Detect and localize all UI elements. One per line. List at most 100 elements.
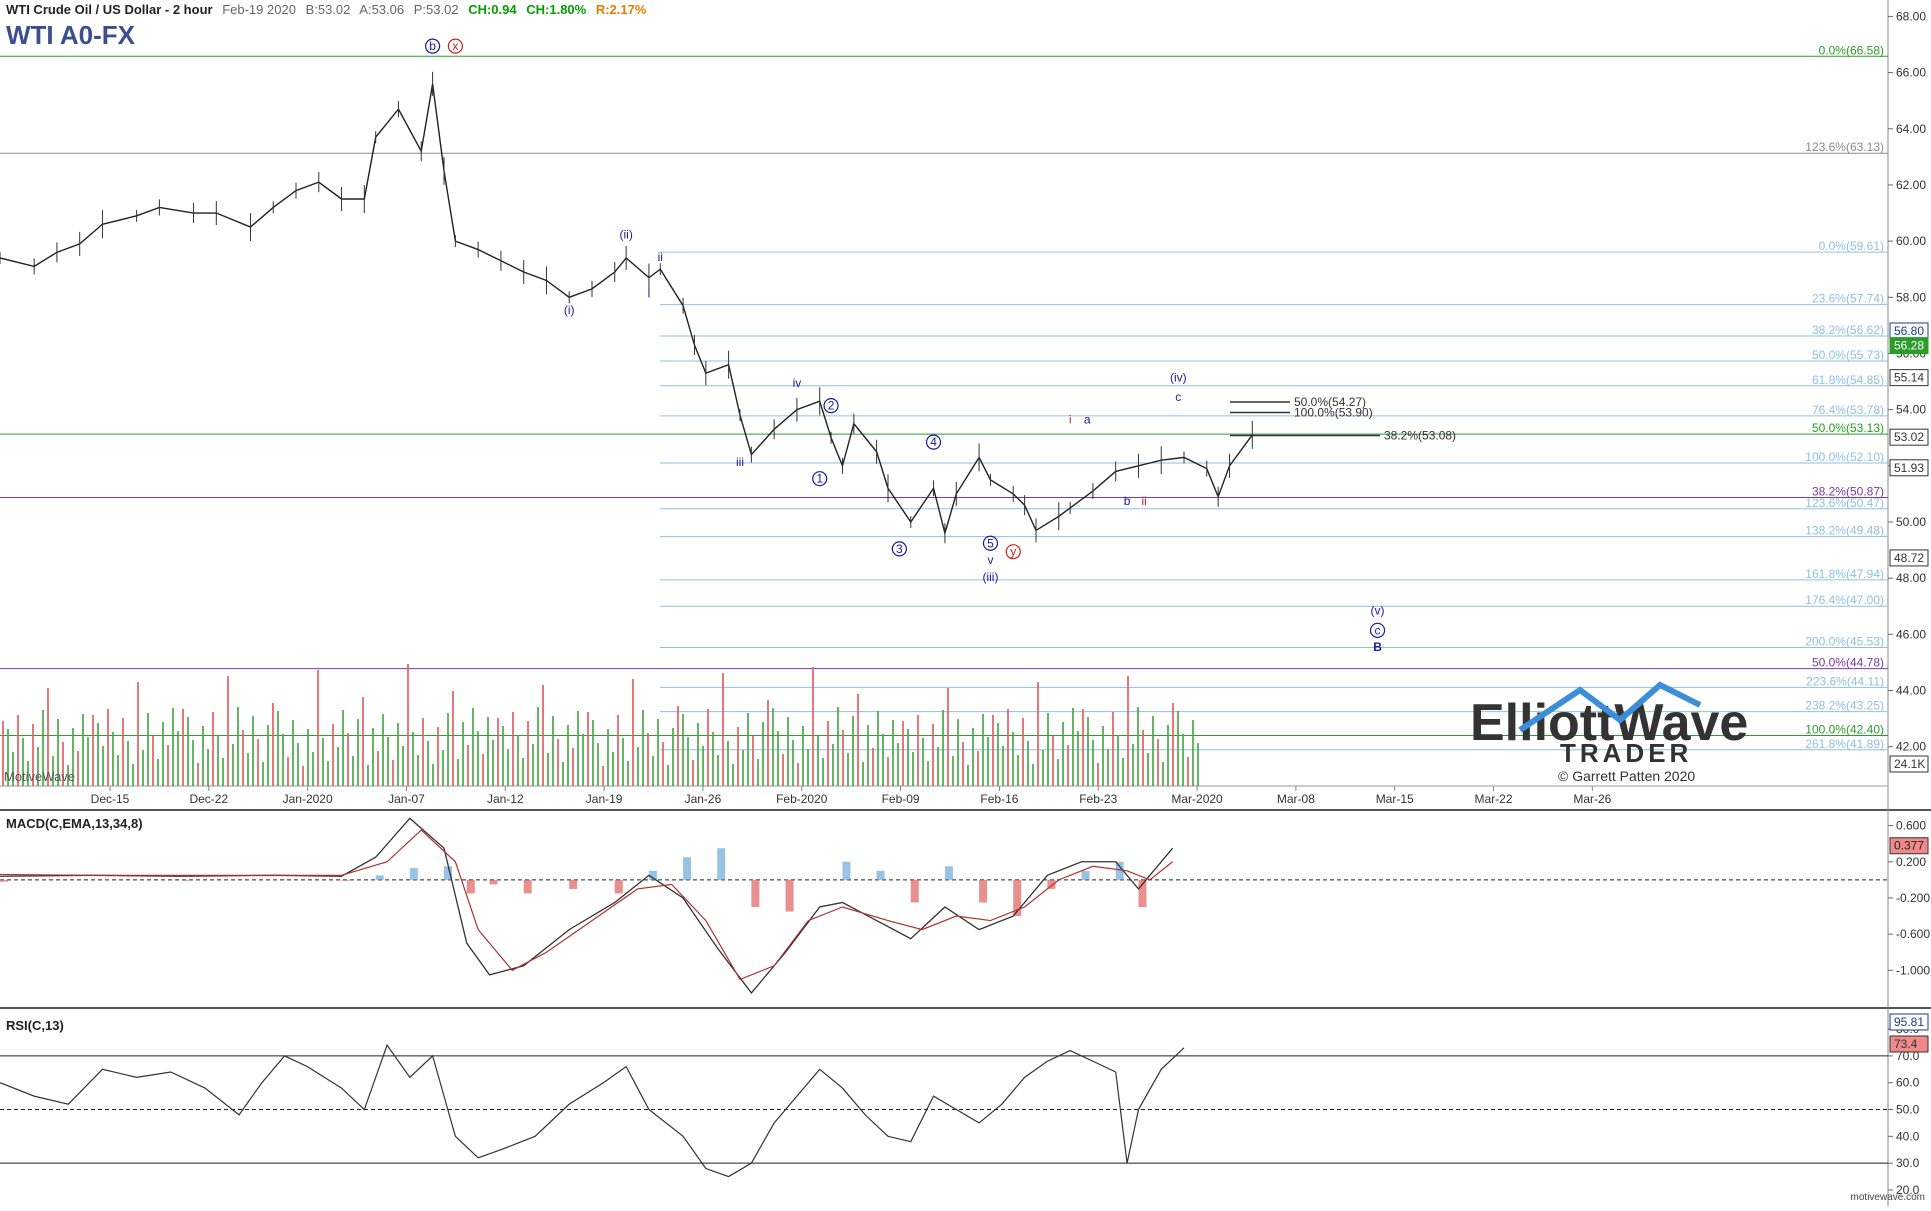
volume-bar xyxy=(367,765,369,786)
volume-bar xyxy=(882,734,884,786)
rsi-title: RSI(C,13) xyxy=(6,1018,64,1033)
volume-bar xyxy=(277,711,279,786)
quote-date: Feb-19 2020 xyxy=(222,2,296,17)
volume-bar xyxy=(807,749,809,786)
volume-bar xyxy=(767,700,769,786)
wave-label: (i) xyxy=(564,303,575,317)
volume-bar xyxy=(462,722,464,786)
volume-bar xyxy=(427,741,429,786)
volume-bar xyxy=(22,738,24,786)
volume-bar xyxy=(817,735,819,786)
volume-bar xyxy=(602,766,604,786)
volume-bar xyxy=(52,756,54,786)
macd-histogram-bar xyxy=(341,879,350,881)
price-tag-label: 51.93 xyxy=(1894,461,1924,475)
volume-bar xyxy=(907,729,909,786)
logo-text-top: ElliottWave xyxy=(1470,694,1748,752)
wave-label: (v) xyxy=(1371,604,1385,618)
volume-bar xyxy=(1022,718,1024,786)
volume-bar xyxy=(87,737,89,786)
macd-histogram-bar xyxy=(0,879,8,882)
wave-label: c xyxy=(1175,390,1181,404)
fib-levels: 0.0%(66.58) 123.6%(63.13) 0.0%(59.61) 23.6%… xyxy=(0,43,1888,751)
volume-bar xyxy=(737,727,739,786)
volume-bar xyxy=(1092,740,1094,786)
volume-bar xyxy=(1167,725,1169,786)
volume-bar xyxy=(772,708,774,786)
volume-bar xyxy=(822,758,824,786)
wave-label: v xyxy=(987,553,993,567)
volume-bar xyxy=(1027,741,1029,786)
axis-tick-label: 44.00 xyxy=(1896,684,1926,698)
volume-bar xyxy=(987,737,989,786)
fib-label: 23.6%(57.74) xyxy=(1812,292,1884,306)
volume-bar xyxy=(862,762,864,786)
volume-bar xyxy=(137,682,139,786)
volume-bar xyxy=(167,745,169,786)
volume-bar xyxy=(1042,750,1044,786)
volume-bar xyxy=(547,753,549,786)
volume-bar xyxy=(1052,736,1054,786)
volume-bar xyxy=(307,729,309,786)
price-tag xyxy=(1889,428,1929,446)
volume-bar xyxy=(1107,749,1109,786)
wave-label-circle xyxy=(812,471,828,487)
volume-bar xyxy=(287,757,289,786)
volume-bar xyxy=(932,724,934,786)
volume-bar xyxy=(967,765,969,786)
volume-bar xyxy=(387,737,389,786)
axis-tick-label: 0.200 xyxy=(1896,855,1926,869)
quote-price: P:53.02 xyxy=(413,2,459,17)
volume-bar xyxy=(357,719,359,786)
wave-label: c xyxy=(1375,623,1381,637)
axis-tick-label: 20.0 xyxy=(1896,1183,1920,1197)
price-tag xyxy=(1889,337,1929,355)
volume-bar xyxy=(2,721,4,786)
volume-bar xyxy=(332,724,334,786)
axis-tick-label: 60.00 xyxy=(1896,234,1926,248)
fib-label: 100.0%(42.40) xyxy=(1805,722,1884,736)
symbol-title: WTI A0-FX xyxy=(6,20,136,50)
volume-bar xyxy=(542,685,544,786)
fib-label: 138.2%(49.48) xyxy=(1805,524,1884,538)
time-tick-label: Jan-07 xyxy=(388,792,425,806)
axis-tick-label: 30.0 xyxy=(1896,1156,1920,1170)
volume-bar xyxy=(297,743,299,786)
volume-bar xyxy=(347,733,349,786)
price-tag-label: 56.80 xyxy=(1894,324,1924,338)
volume-bar xyxy=(282,734,284,786)
wave-label: iv xyxy=(793,376,802,390)
wave-label: b xyxy=(1124,494,1131,508)
volume-bar xyxy=(477,731,479,786)
rsi-value-label: 95.81 xyxy=(1894,1015,1924,1029)
volume-bar xyxy=(262,762,264,786)
macd-histogram-bar xyxy=(1013,879,1022,917)
wave-label-circle xyxy=(925,434,942,450)
volume-bar xyxy=(927,761,929,786)
wave-label: B xyxy=(1373,640,1382,654)
macd-signal-line xyxy=(0,829,1173,981)
volume-bar xyxy=(402,746,404,786)
panel-bg-1 xyxy=(0,2,1888,786)
fib-label: 200.0%(45.53) xyxy=(1805,635,1884,649)
wave-label-circle xyxy=(1369,622,1386,638)
volume-bar xyxy=(1117,735,1119,786)
volume-bar xyxy=(437,727,439,786)
volume-bar xyxy=(972,728,974,786)
axis-tick-label: 60.0 xyxy=(1896,1076,1920,1090)
volume-bar xyxy=(587,712,589,786)
volume-bar xyxy=(582,734,584,786)
volume-bar xyxy=(447,713,449,786)
fib-label: 38.2%(56.62) xyxy=(1812,323,1884,337)
volume-bar xyxy=(147,713,149,786)
axis-tick-label: 64.00 xyxy=(1896,122,1926,136)
axis-tick-label: 42.00 xyxy=(1896,740,1926,754)
volume-bar xyxy=(532,744,534,786)
wave-label-circle xyxy=(891,541,907,557)
volume-bar xyxy=(637,747,639,786)
volume-bar xyxy=(802,726,804,786)
volume-bar xyxy=(1017,755,1019,786)
volume-bar xyxy=(782,754,784,786)
